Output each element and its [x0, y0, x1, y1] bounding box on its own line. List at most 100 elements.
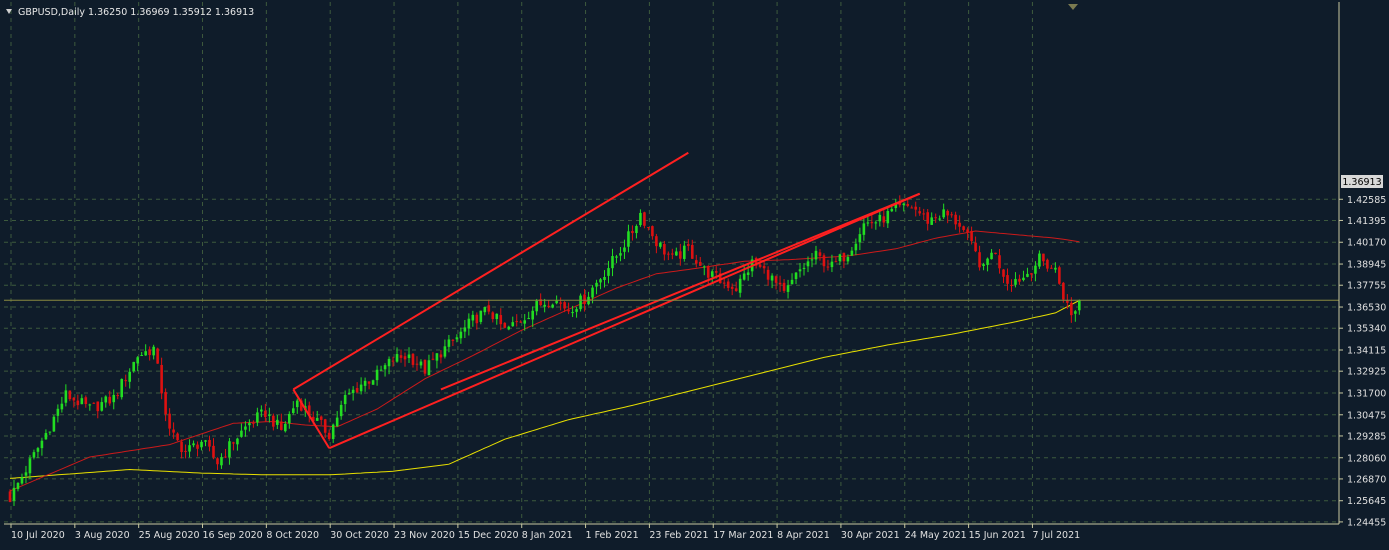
candle-body — [92, 402, 96, 404]
candle — [379, 365, 383, 371]
candle — [28, 455, 32, 480]
candle-body — [132, 361, 135, 372]
candle — [722, 277, 726, 289]
candle — [870, 215, 874, 229]
price-tick-label: 1.35340 — [1347, 324, 1386, 335]
symbol-dropdown-icon[interactable] — [6, 9, 12, 14]
candle — [16, 482, 20, 492]
candle-body — [974, 242, 977, 252]
candle-body — [663, 244, 666, 255]
channel-line[interactable] — [292, 151, 689, 391]
price-tick-label: 1.42585 — [1347, 195, 1386, 206]
candle-body — [547, 305, 550, 307]
candle — [180, 439, 183, 459]
candle-body — [120, 378, 124, 398]
candle-body — [938, 218, 941, 220]
symbol-label[interactable]: GBPUSD,Daily — [18, 7, 85, 18]
candle — [511, 316, 515, 327]
candle-body — [471, 314, 475, 321]
candle — [810, 253, 814, 268]
candle-body — [224, 456, 227, 458]
candle — [527, 311, 530, 320]
candle — [284, 421, 287, 433]
candle — [1058, 265, 1061, 285]
candle-body — [220, 457, 223, 466]
candle — [1062, 281, 1065, 303]
candle — [200, 439, 203, 451]
time-tick-label: 16 Sep 2020 — [203, 530, 263, 541]
candle — [503, 322, 507, 329]
candle-body — [383, 365, 387, 370]
candle-body — [323, 419, 327, 433]
candle-body — [687, 244, 690, 246]
candle — [467, 313, 471, 336]
candle — [140, 351, 143, 357]
candle — [435, 353, 439, 369]
candle-body — [427, 360, 431, 376]
trend-channel[interactable] — [292, 151, 921, 450]
chart-shift-marker-icon[interactable] — [1068, 4, 1078, 10]
candle-body — [184, 450, 187, 452]
candle — [595, 279, 598, 295]
candle — [1018, 274, 1021, 285]
candle-body — [112, 395, 116, 403]
candle-body — [463, 327, 467, 332]
candle-body — [375, 369, 379, 381]
candle — [371, 379, 375, 385]
candle — [515, 314, 519, 327]
candle-body — [144, 351, 147, 356]
candle — [894, 198, 898, 212]
candle-body — [1042, 253, 1045, 262]
candle-body — [694, 260, 698, 264]
candle-body — [710, 271, 714, 277]
candle-body — [519, 321, 523, 323]
candle-body — [962, 226, 965, 230]
candle — [978, 245, 981, 271]
candle-body — [124, 380, 128, 382]
candle — [367, 381, 371, 390]
candle-body — [1046, 259, 1049, 269]
ma-fast-series — [9, 230, 1080, 492]
candle-body — [615, 256, 618, 258]
candle-body — [76, 400, 80, 406]
time-tick-label: 17 Mar 2021 — [713, 530, 773, 541]
candle — [690, 239, 694, 259]
candle — [351, 386, 355, 401]
candle — [619, 247, 622, 262]
candle — [48, 431, 52, 436]
candle-body — [331, 424, 335, 440]
candle — [1014, 272, 1017, 288]
ohlc-values: 1.36250 1.36969 1.35912 1.36913 — [88, 7, 254, 18]
candle-body — [862, 223, 866, 235]
candle-body — [128, 371, 131, 382]
candle — [790, 273, 794, 285]
candle — [132, 361, 135, 373]
candle — [1074, 309, 1077, 322]
candle — [531, 306, 534, 327]
candle — [168, 408, 171, 436]
candle — [994, 252, 997, 255]
candle — [80, 394, 84, 405]
candle — [315, 410, 319, 422]
candle-body — [555, 300, 558, 304]
candle — [547, 300, 550, 309]
candle — [1078, 299, 1081, 315]
candle-body — [236, 438, 239, 445]
candle — [495, 313, 499, 325]
candle — [307, 401, 311, 423]
candle — [260, 405, 263, 418]
candle-body — [623, 247, 626, 252]
candle-body — [395, 354, 399, 362]
channel-line[interactable] — [440, 192, 921, 391]
channel-line[interactable] — [328, 192, 921, 450]
candle — [671, 248, 674, 260]
time-tick-label: 15 Dec 2020 — [458, 530, 519, 541]
candle-body — [762, 265, 766, 269]
candle-body — [499, 315, 503, 325]
candle-body — [1058, 267, 1061, 284]
channel-line[interactable] — [292, 388, 331, 449]
candle — [1042, 253, 1045, 267]
